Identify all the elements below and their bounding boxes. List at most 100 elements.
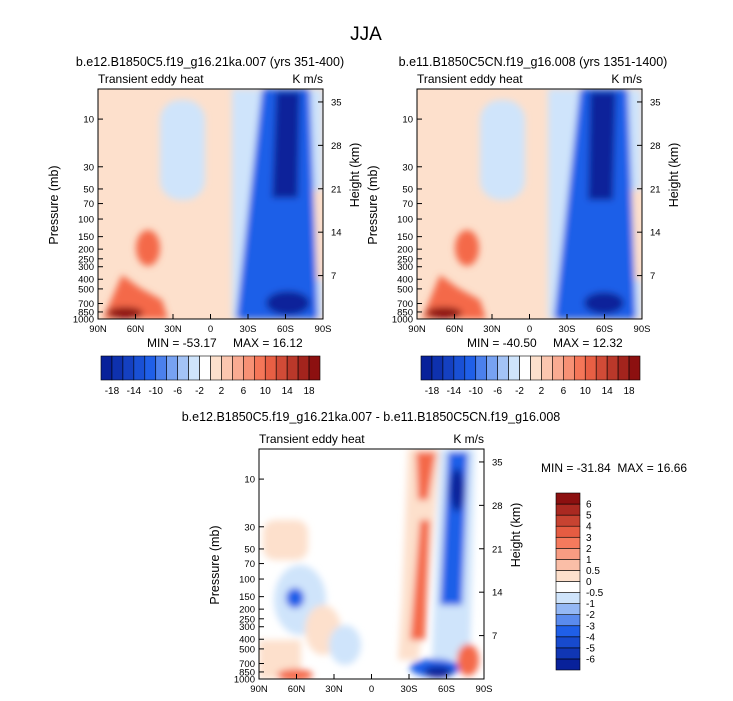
panel-1-title: b.e12.B1850C5.f19_g16.21ka.007 (yrs 351-… [76,55,344,69]
colorbar-label: -2 [515,386,524,397]
colorbar-box [555,548,581,560]
colorbar-label: -10 [149,386,164,397]
colorbar-label: -1 [586,599,595,610]
panel-3-ylabel: Pressure (mb) [208,525,222,604]
y-tick-label: 300 [239,622,255,633]
colorbar-label: 10 [260,386,272,397]
colorbar-box [420,355,433,381]
colorbar-label: 14 [282,386,294,397]
colorbar-box [188,355,200,381]
colorbar-label: -18 [425,386,440,397]
colorbar-label: -14 [127,386,142,397]
x-tick-label: 30S [240,324,257,335]
colorbar-label: 0.5 [586,566,600,577]
colorbar-box [275,355,288,381]
x-tick-label: 0 [527,324,532,335]
y-tick-label: 400 [239,635,255,646]
colorbar-box [541,355,553,381]
colorbar-label: 1 [586,555,592,566]
y-tick-label: 70 [244,559,255,570]
y-tick-label: 100 [239,575,255,586]
panel-3-ylabel-right: Height (km) [509,503,523,568]
panel-1-max-label: MAX = 16.12 [233,336,303,350]
colorbar-box [264,355,277,381]
panel-3-left-label: Transient eddy heat [259,432,365,446]
y-tick-label: 200 [239,605,255,616]
colorbar-label: 4 [586,522,592,533]
y-tick-label: 250 [78,254,94,265]
colorbar-box [584,355,597,381]
y-tick-label: 100 [78,215,94,226]
panel-2: b.e11.B1850C5CN.f19_g16.008 (yrs 1351-14… [366,55,681,397]
y-tick-label: 700 [239,659,255,670]
colorbar-box [133,355,146,381]
height-tick-label: 21 [650,184,661,195]
height-tick-label: 28 [492,501,503,512]
colorbar-box [297,355,310,381]
colorbar-label: -14 [447,386,462,397]
y-tick-label: 850 [397,307,413,318]
colorbar-box [177,355,189,381]
x-tick-label: 30S [559,324,576,335]
colorbar-label: -6 [173,386,182,397]
y-tick-label: 30 [244,522,255,533]
colorbar-box [286,355,299,381]
colorbar-box [530,355,542,381]
x-tick-label: 90S [476,684,493,695]
height-tick-label: 35 [492,457,503,468]
colorbar-box [243,355,255,381]
colorbar-label: 18 [623,386,635,397]
colorbar-box [519,355,531,381]
colorbar-box [232,355,244,381]
panel-1-min-label: MIN = -53.17 [147,336,217,350]
colorbar-box [210,355,222,381]
y-tick-label: 70 [83,199,94,210]
height-tick-label: 7 [331,271,336,282]
panel-2-ylabel: Pressure (mb) [366,165,380,244]
panel-1-right-label: K m/s [292,72,323,86]
panel-1-ylabel: Pressure (mb) [47,165,61,244]
y-tick-label: 150 [239,592,255,603]
height-tick-label: 14 [492,588,503,599]
x-tick-label: 30N [483,324,501,335]
x-tick-label: 90N [89,324,107,335]
colorbar-box [555,581,581,593]
height-tick-label: 21 [331,184,342,195]
y-tick-label: 400 [397,275,413,286]
panel-2-title: b.e11.B1850C5CN.f19_g16.008 (yrs 1351-14… [399,55,668,69]
x-tick-label: 60S [438,684,455,695]
colorbar-box [308,355,321,381]
x-tick-label: 60N [127,324,145,335]
y-tick-label: 250 [239,614,255,625]
y-tick-label: 500 [78,284,94,295]
x-tick-label: 60S [596,324,613,335]
colorbar-box [221,355,233,381]
colorbar-box [555,536,581,549]
height-tick-label: 35 [650,97,661,108]
y-tick-label: 10 [402,115,413,126]
height-tick-label: 7 [492,631,497,642]
panel-2-left-label: Transient eddy heat [417,72,523,86]
panel-2-max-label: MAX = 12.32 [553,336,623,350]
height-tick-label: 35 [331,97,342,108]
x-tick-label: 0 [208,324,213,335]
x-tick-label: 30N [325,684,343,695]
colorbar-box [555,514,581,527]
colorbar-box [464,355,477,381]
y-tick-label: 700 [397,299,413,310]
x-tick-label: 90S [315,324,332,335]
x-tick-label: 90N [250,684,268,695]
colorbar-label: 6 [561,386,567,397]
panel-1: b.e12.B1850C5.f19_g16.21ka.007 (yrs 351-… [47,55,362,397]
colorbar-label: -5 [586,643,595,654]
panel-3-height-ticks: 35 28 21 14 7 [479,457,503,642]
y-tick-label: 500 [397,284,413,295]
panel-1-ylabel-right: Height (km) [348,143,362,208]
y-tick-label: 50 [83,184,94,195]
y-tick-label: 100 [397,215,413,226]
panel-2-right-label: K m/s [611,72,642,86]
panel-3-min-max-label: MIN = -31.84 MAX = 16.66 [541,461,687,475]
y-tick-label: 30 [83,162,94,173]
